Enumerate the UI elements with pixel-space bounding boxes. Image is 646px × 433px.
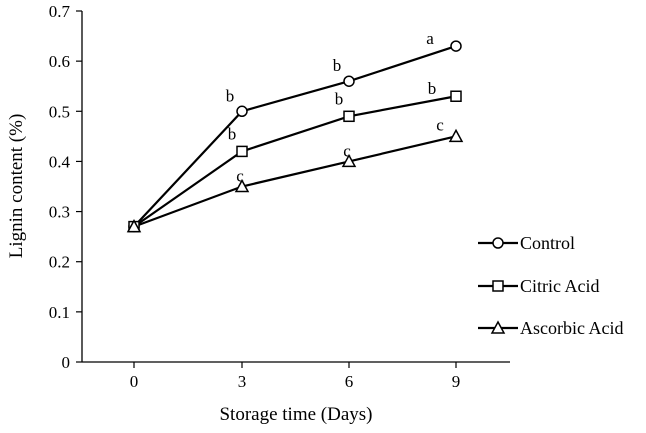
legend: Control Citric Acid Ascorbic Acid <box>478 233 623 338</box>
legend-label-control: Control <box>520 233 575 253</box>
significance-letter: c <box>436 115 444 134</box>
series-line-citric-acid <box>133 95 457 228</box>
y-tick-label: 0.5 <box>49 102 70 121</box>
data-point-control <box>236 105 248 118</box>
y-tick-label: 0.7 <box>49 2 71 21</box>
y-tick-label: 0 <box>62 353 71 372</box>
x-tick-label: 3 <box>238 372 247 391</box>
significance-letter: a <box>426 29 434 48</box>
x-ticks: 0 3 6 9 <box>130 362 461 391</box>
significance-letter: b <box>228 124 237 143</box>
data-point-ascorbic-acid <box>126 219 142 233</box>
axes: 0 0.1 0.2 0.3 0.4 0.5 0.6 0.7 0 3 6 9 <box>49 2 510 391</box>
series-lines <box>126 40 464 233</box>
significance-letter: b <box>226 86 235 105</box>
data-point-citric-acid <box>236 145 248 158</box>
significance-letter: b <box>335 89 344 108</box>
legend-label-citric-acid: Citric Acid <box>520 276 600 296</box>
y-tick-label: 0.3 <box>49 203 70 222</box>
data-point-ascorbic-acid <box>341 153 357 168</box>
significance-letter: c <box>343 141 351 160</box>
significance-letter: b <box>428 79 437 98</box>
data-point-ascorbic-acid <box>448 128 464 143</box>
data-point-citric-acid <box>343 110 355 123</box>
x-tick-label: 6 <box>345 372 354 391</box>
x-tick-label: 0 <box>130 372 139 391</box>
legend-marker-ascorbic-acid <box>490 320 506 334</box>
y-ticks: 0 0.1 0.2 0.3 0.4 0.5 0.6 0.7 <box>49 2 82 372</box>
y-tick-label: 0.4 <box>49 152 71 171</box>
data-point-control <box>450 40 462 52</box>
significance-letter: c <box>236 167 244 186</box>
data-point-citric-acid <box>450 90 462 102</box>
significance-letter: b <box>333 56 342 75</box>
x-axis-title: Storage time (Days) <box>219 404 372 425</box>
y-tick-label: 0.1 <box>49 303 70 322</box>
y-axis-title: Lignin content (%) <box>6 114 27 259</box>
series-line-ascorbic-acid <box>133 135 457 228</box>
y-tick-label: 0.6 <box>49 52 70 71</box>
data-point-ascorbic-acid <box>234 178 250 193</box>
x-tick-label: 9 <box>452 372 461 391</box>
legend-marker-control <box>492 237 504 249</box>
series-line-control <box>133 45 457 228</box>
legend-label-ascorbic-acid: Ascorbic Acid <box>520 318 623 338</box>
legend-marker-citric-acid <box>492 280 504 292</box>
data-point-control <box>343 75 355 87</box>
y-tick-label: 0.2 <box>49 253 70 272</box>
